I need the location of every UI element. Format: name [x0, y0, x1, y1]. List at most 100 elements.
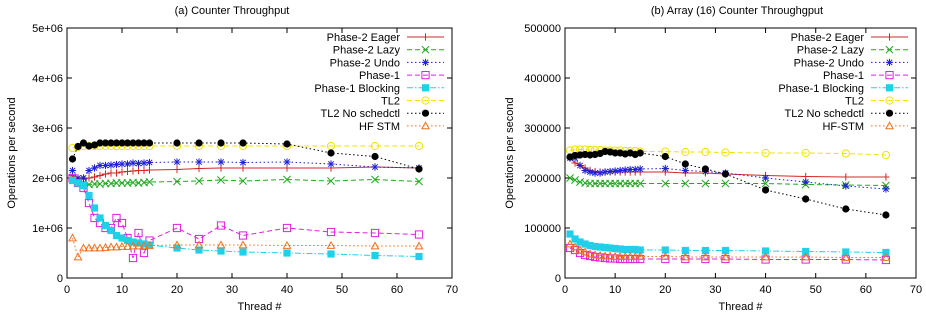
series-7: [565, 239, 891, 261]
data-point: [282, 240, 292, 249]
data-point: [217, 158, 225, 166]
legend-marker: [421, 58, 430, 66]
data-point: [112, 242, 121, 251]
legend-label: Phase-1: [359, 70, 400, 82]
data-point: [620, 251, 630, 260]
data-point: [96, 171, 104, 180]
data-point: [101, 161, 110, 170]
data-point: [117, 241, 127, 250]
data-point: [283, 140, 291, 148]
data-point: [195, 158, 203, 166]
data-point: [140, 159, 148, 167]
data-point: [145, 240, 154, 249]
data-point: [90, 164, 99, 172]
data-point: [123, 241, 132, 250]
legend-label: Phase-1 Blocking: [314, 83, 400, 95]
legend-marker: [421, 84, 430, 92]
data-point: [217, 247, 225, 255]
data-point: [79, 243, 88, 252]
y-tick-label: 300000: [524, 123, 561, 135]
legend-label: TL2: [381, 96, 400, 108]
data-point: [90, 173, 99, 181]
data-point: [370, 141, 380, 151]
data-point: [195, 164, 203, 173]
data-point: [172, 240, 182, 249]
legend-marker: [421, 45, 430, 54]
data-point: [605, 251, 615, 260]
data-point: [721, 179, 730, 188]
data-point: [721, 246, 730, 255]
data-point: [721, 148, 730, 157]
data-point: [283, 158, 291, 166]
series-line: [72, 180, 420, 257]
data-point: [68, 155, 77, 163]
data-point: [90, 204, 99, 212]
data-point: [371, 175, 379, 184]
data-point: [626, 245, 634, 254]
data-point: [842, 248, 850, 256]
series-6: [566, 147, 890, 219]
series-6: [68, 139, 423, 173]
data-point: [881, 150, 891, 160]
data-point: [239, 158, 247, 167]
data-point: [761, 252, 771, 261]
y-tick-label: 0: [555, 273, 561, 285]
x-axis-label: Thread #: [718, 301, 763, 313]
data-point: [173, 177, 181, 186]
data-point: [107, 161, 115, 169]
legend-marker: [885, 33, 894, 41]
data-point: [881, 252, 891, 261]
x-tick-label: 40: [281, 284, 293, 296]
data-point: [112, 139, 121, 147]
data-point: [85, 191, 93, 200]
x-tick-label: 10: [116, 284, 128, 296]
data-point: [701, 179, 710, 188]
legend-label: TL2 No schedctl: [785, 108, 864, 120]
data-point: [606, 167, 614, 176]
data-point: [96, 214, 104, 222]
data-point: [761, 186, 770, 194]
y-tick-label: 2e+06: [32, 173, 63, 185]
data-point: [761, 247, 770, 255]
chart-panel-1: (b) Array (16) Counter Throughgput 0 10 20 3…: [504, 5, 922, 313]
legend-marker: [421, 33, 430, 41]
data-point: [661, 246, 669, 254]
data-point: [415, 177, 423, 186]
data-point: [802, 195, 810, 203]
data-point: [370, 241, 380, 250]
data-point: [882, 185, 890, 193]
data-point: [661, 152, 669, 161]
data-point: [630, 251, 640, 260]
data-point: [801, 252, 811, 261]
data-point: [327, 177, 335, 185]
data-point: [701, 147, 710, 157]
legend-marker: [885, 45, 894, 54]
data-point: [616, 245, 624, 253]
y-tick-label: 4e+06: [32, 73, 63, 85]
series-line: [72, 177, 420, 259]
legend-label: Phase-2 Eager: [791, 32, 865, 44]
data-point: [101, 221, 110, 230]
data-point: [721, 170, 730, 178]
data-point: [129, 139, 137, 147]
data-point: [611, 167, 619, 175]
data-point: [571, 176, 579, 184]
series-1: [566, 174, 890, 190]
data-point: [700, 252, 710, 261]
data-point: [661, 179, 670, 188]
data-point: [217, 139, 225, 147]
data-point: [595, 250, 605, 259]
data-point: [882, 211, 890, 219]
data-point: [606, 244, 614, 252]
data-point: [173, 165, 181, 174]
data-point: [414, 241, 424, 250]
data-point: [195, 246, 203, 254]
data-point: [596, 243, 604, 251]
x-tick-label: 0: [562, 284, 568, 296]
data-point: [576, 238, 584, 246]
data-point: [327, 250, 335, 258]
y-axis-label: Operations per second: [6, 97, 18, 208]
data-point: [74, 174, 82, 182]
